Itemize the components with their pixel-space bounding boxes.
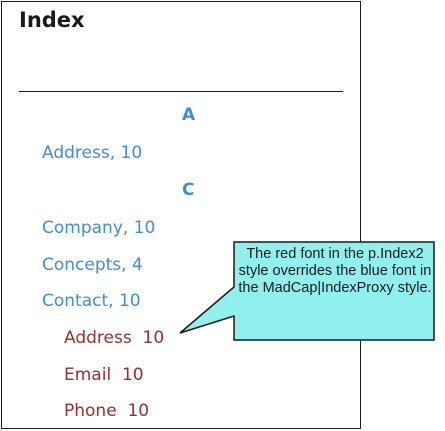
index-panel: Index A Address, 10 C Company, 10 Concep… xyxy=(1,1,361,429)
index-entry-contact[interactable]: Contact, 10 xyxy=(42,291,141,311)
index-entry-address[interactable]: Address, 10 xyxy=(42,143,143,163)
section-letter-c: C xyxy=(182,180,195,200)
index-entry-concepts[interactable]: Concepts, 4 xyxy=(42,255,143,275)
index-subentry-email[interactable]: Email 10 xyxy=(64,365,144,385)
index-title: Index xyxy=(19,8,85,32)
callout-text: The red font in the p.Index2 style overr… xyxy=(238,246,432,296)
section-letter-a: A xyxy=(182,105,196,125)
index-subentry-phone[interactable]: Phone 10 xyxy=(64,401,150,421)
index-subentry-address[interactable]: Address 10 xyxy=(64,328,165,348)
index-entry-company[interactable]: Company, 10 xyxy=(42,218,156,238)
title-divider xyxy=(19,91,343,92)
